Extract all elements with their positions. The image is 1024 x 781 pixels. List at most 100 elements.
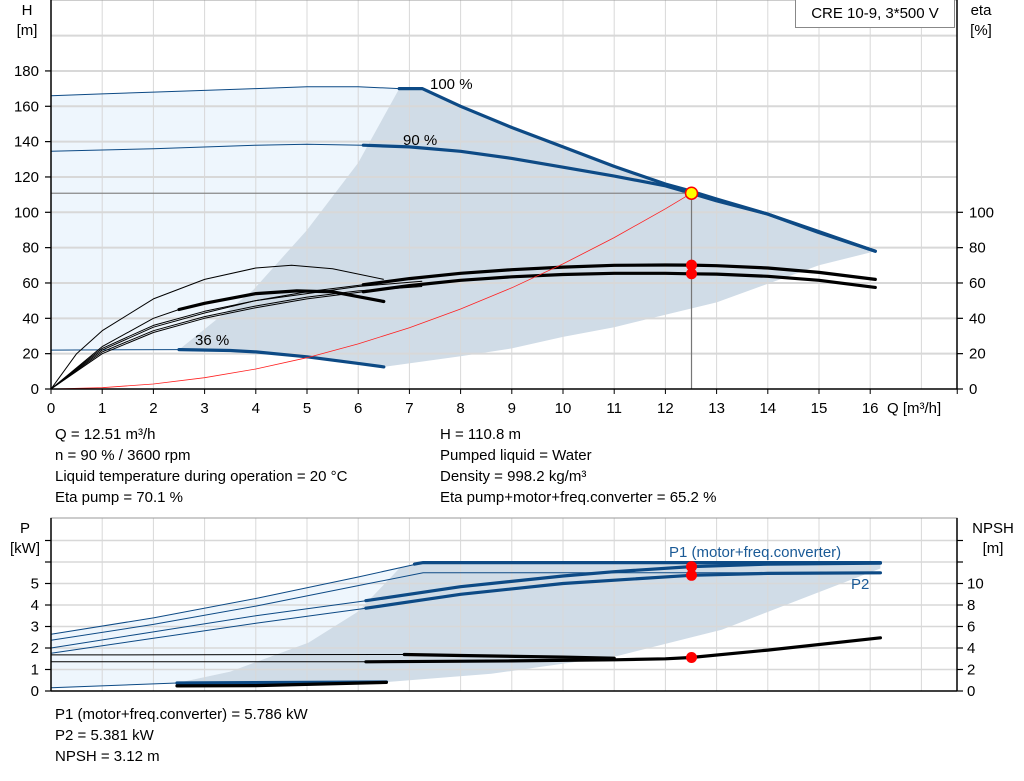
speed-value: n = 90 % / 3600 rpm bbox=[55, 447, 191, 464]
x-tick-label: 7 bbox=[405, 400, 413, 417]
head-curve-thin bbox=[50, 349, 180, 351]
light-operating-area bbox=[51, 86, 400, 351]
p2-value: P2 = 5.381 kW bbox=[55, 727, 154, 744]
p-tick-label: 3 bbox=[31, 619, 39, 636]
power-curve-thin bbox=[50, 682, 178, 689]
p-tick-label: 0 bbox=[31, 683, 39, 700]
head-curve bbox=[361, 143, 877, 253]
eta-curve-thin bbox=[50, 280, 423, 390]
head-curve bbox=[177, 348, 386, 369]
y2-tick-label: 20 bbox=[969, 346, 986, 363]
eta-pump-point bbox=[686, 259, 698, 271]
info-right: H = 110.8 m Pumped liquid = Water Densit… bbox=[440, 424, 716, 508]
eta-curve-thin bbox=[50, 286, 423, 390]
dark-operating-area bbox=[179, 88, 876, 367]
curve-label-36: 36 % bbox=[195, 332, 229, 349]
npsh-point bbox=[686, 651, 698, 663]
curve-label-100: 100 % bbox=[430, 76, 473, 93]
p1-value: P1 (motor+freq.converter) = 5.786 kW bbox=[55, 706, 308, 723]
top-y-label-1: H bbox=[22, 2, 33, 19]
eta-curve-thin bbox=[50, 291, 364, 390]
npsh-tick-label: 8 bbox=[967, 597, 975, 614]
npsh-tick-label: 0 bbox=[967, 683, 975, 700]
bot-y-label-2: [kW] bbox=[10, 540, 40, 557]
y2-tick-label: 0 bbox=[969, 381, 977, 398]
p1-curve-label: P1 (motor+freq.converter) bbox=[669, 544, 841, 561]
top-y2-label-1: eta bbox=[971, 2, 993, 19]
x-tick-label: 3 bbox=[200, 400, 208, 417]
npsh-curve bbox=[175, 680, 388, 688]
power-curve-thin bbox=[50, 562, 424, 635]
npsh-tick-label: 4 bbox=[967, 640, 975, 657]
p2-point bbox=[686, 569, 698, 581]
y-tick-label: 120 bbox=[14, 169, 39, 186]
eta-curve-thin bbox=[50, 264, 384, 390]
eta-curve bbox=[361, 263, 877, 287]
y2-tick-label: 60 bbox=[969, 275, 986, 292]
p-tick-label: 1 bbox=[31, 662, 39, 679]
power-curve-thin bbox=[50, 572, 881, 641]
y-tick-label: 180 bbox=[14, 63, 39, 80]
eta-curve bbox=[361, 271, 877, 294]
eta-total-value: Eta pump+motor+freq.converter = 65.2 % bbox=[440, 489, 717, 506]
p-tick-label: 5 bbox=[31, 576, 39, 593]
p2-curve-label: P2 bbox=[851, 576, 869, 593]
curve-label-90: 90 % bbox=[403, 132, 437, 149]
y-tick-label: 80 bbox=[22, 240, 39, 257]
npsh-tick-label: 10 bbox=[967, 576, 984, 593]
power-curve bbox=[364, 561, 883, 603]
npsh-curve bbox=[364, 636, 883, 664]
pump-model-title: CRE 10-9, 3*500 V bbox=[795, 0, 955, 28]
info-bottom: P1 (motor+freq.converter) = 5.786 kW P2 … bbox=[55, 704, 308, 767]
y-tick-label: 100 bbox=[14, 204, 39, 221]
power-curve-thin bbox=[50, 600, 366, 649]
x-tick-label: 4 bbox=[252, 400, 260, 417]
x-tick-label: 0 bbox=[47, 400, 55, 417]
x-tick-label: 14 bbox=[759, 400, 776, 417]
head-value: H = 110.8 m bbox=[440, 426, 522, 443]
power-curve bbox=[412, 560, 883, 566]
flow-value: Q = 12.51 m³/h bbox=[55, 426, 156, 443]
light-operating-area bbox=[51, 568, 400, 689]
y2-tick-label: 80 bbox=[969, 240, 986, 257]
power-curve-thin bbox=[50, 607, 366, 654]
bot-y-label-1: P bbox=[20, 520, 30, 537]
y-tick-label: 160 bbox=[14, 98, 39, 115]
x-axis-label: Q [m³/h] bbox=[887, 400, 941, 417]
pumped-liquid: Pumped liquid = Water bbox=[440, 447, 592, 464]
p-tick-label: 4 bbox=[31, 597, 39, 614]
dark-operating-area bbox=[177, 562, 881, 683]
y-tick-label: 0 bbox=[31, 381, 39, 398]
power-curve bbox=[364, 571, 883, 610]
eta-total-point bbox=[686, 268, 698, 280]
liquid-temperature: Liquid temperature during operation = 20… bbox=[55, 468, 348, 485]
system-curve bbox=[50, 192, 692, 390]
p1-point bbox=[686, 561, 698, 573]
top-y2-label-2: [%] bbox=[970, 22, 992, 39]
x-tick-label: 11 bbox=[606, 400, 622, 417]
y2-tick-label: 100 bbox=[969, 204, 994, 221]
info-left: Q = 12.51 m³/h n = 90 % / 3600 rpm Liqui… bbox=[55, 424, 347, 508]
x-tick-label: 13 bbox=[708, 400, 725, 417]
x-tick-label: 10 bbox=[555, 400, 572, 417]
p-tick-label: 2 bbox=[31, 640, 39, 657]
head-curve-thin bbox=[50, 86, 400, 97]
bot-y2-label-2: [m] bbox=[983, 540, 1004, 557]
y-tick-label: 20 bbox=[22, 346, 39, 363]
duty-point bbox=[684, 186, 699, 200]
density-value: Density = 998.2 kg/m³ bbox=[440, 468, 587, 485]
npsh-curve bbox=[402, 652, 616, 660]
eta-curve-thin bbox=[50, 309, 180, 390]
x-tick-label: 9 bbox=[508, 400, 516, 417]
head-curve-thin bbox=[50, 143, 364, 152]
npsh-value: NPSH = 3.12 m bbox=[55, 748, 160, 765]
y-tick-label: 60 bbox=[22, 275, 39, 292]
eta-pump-value: Eta pump = 70.1 % bbox=[55, 489, 183, 506]
npsh-tick-label: 2 bbox=[967, 662, 975, 679]
x-tick-label: 12 bbox=[657, 400, 674, 417]
y2-tick-label: 40 bbox=[969, 310, 986, 327]
y-tick-label: 140 bbox=[14, 134, 39, 151]
x-tick-label: 8 bbox=[456, 400, 464, 417]
x-tick-label: 16 bbox=[862, 400, 879, 417]
